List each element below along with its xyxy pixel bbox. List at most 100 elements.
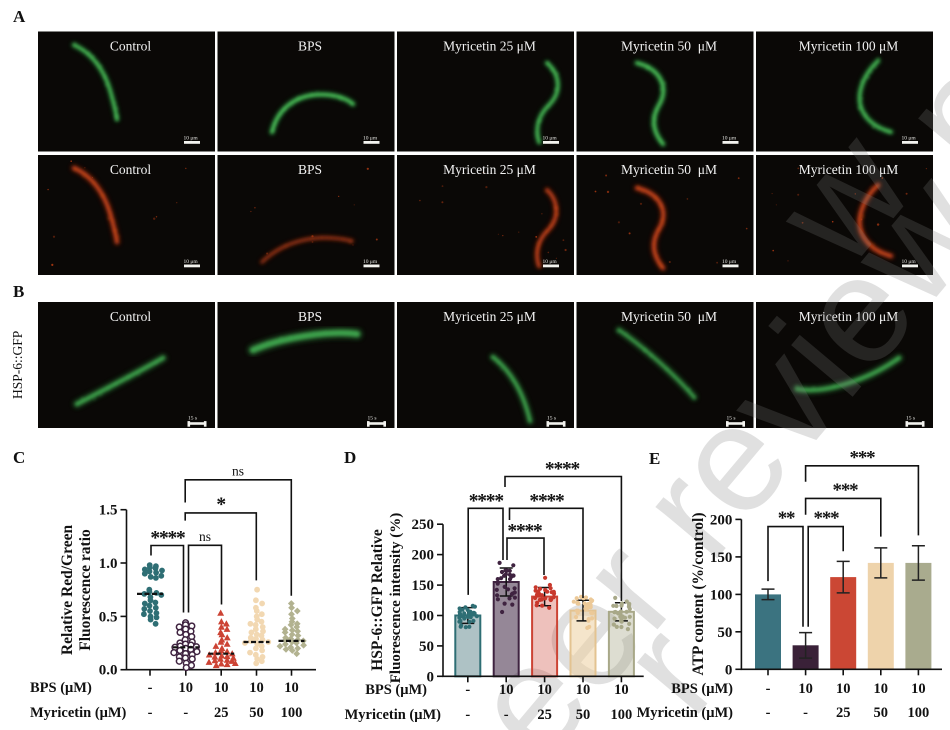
svg-text:50: 50 (576, 707, 591, 723)
svg-text:HSP-6::GFP Relative: HSP-6::GFP Relative (369, 529, 386, 671)
svg-text:Myricetin 50 μM: Myricetin 50 μM (621, 162, 717, 177)
svg-text:10 μm: 10 μm (184, 259, 199, 265)
svg-text:10: 10 (798, 681, 813, 697)
svg-text:100: 100 (281, 705, 303, 721)
svg-text:250: 250 (412, 517, 435, 533)
svg-text:0.0: 0.0 (99, 663, 118, 679)
svg-text:***: *** (814, 508, 840, 529)
svg-text:10: 10 (284, 680, 299, 696)
svg-text:Control: Control (110, 309, 152, 324)
svg-text:10 μm: 10 μm (363, 136, 378, 142)
svg-text:-: - (766, 705, 771, 721)
svg-text:BPS (μM): BPS (μM) (30, 680, 92, 696)
svg-text:***: *** (850, 448, 876, 469)
svg-text:15 s: 15 s (547, 416, 556, 422)
svg-text:-: - (465, 707, 470, 723)
svg-text:ns: ns (232, 464, 244, 479)
svg-text:1.5: 1.5 (99, 503, 118, 519)
svg-text:25: 25 (537, 707, 552, 723)
svg-text:10: 10 (836, 681, 851, 697)
svg-text:***: *** (833, 480, 859, 501)
svg-text:50: 50 (249, 705, 264, 721)
svg-text:0.5: 0.5 (99, 609, 118, 625)
svg-text:BPS: BPS (298, 309, 322, 324)
svg-text:10: 10 (249, 680, 264, 696)
svg-text:****: **** (469, 491, 504, 512)
svg-text:-: - (766, 681, 771, 697)
svg-text:-: - (183, 705, 188, 721)
svg-text:100: 100 (412, 609, 435, 625)
svg-text:10: 10 (499, 682, 514, 698)
svg-text:150: 150 (412, 578, 435, 594)
svg-text:Control: Control (110, 39, 152, 54)
svg-text:200: 200 (412, 548, 435, 564)
svg-text:-: - (504, 707, 509, 723)
svg-text:0: 0 (427, 669, 435, 685)
svg-text:BPS: BPS (298, 39, 322, 54)
svg-text:10: 10 (614, 682, 629, 698)
svg-text:10 μm: 10 μm (363, 259, 378, 265)
svg-text:100: 100 (908, 705, 930, 721)
svg-text:BPS: BPS (298, 162, 322, 177)
svg-text:50: 50 (717, 625, 732, 641)
svg-text:Myricetin 100 μM: Myricetin 100 μM (799, 162, 898, 177)
svg-text:10 μm: 10 μm (543, 136, 558, 142)
svg-text:Control: Control (110, 162, 152, 177)
svg-text:BPS (μM): BPS (μM) (671, 681, 733, 697)
svg-text:10: 10 (874, 681, 889, 697)
svg-text:200: 200 (710, 512, 733, 528)
svg-text:-: - (803, 705, 808, 721)
svg-text:10 μm: 10 μm (184, 136, 199, 142)
svg-text:15 s: 15 s (368, 416, 377, 422)
svg-text:0: 0 (725, 662, 733, 678)
svg-text:10 μm: 10 μm (902, 136, 917, 142)
svg-text:B: B (13, 282, 24, 301)
svg-text:Myricetin (μM): Myricetin (μM) (637, 705, 734, 721)
svg-text:50: 50 (874, 705, 889, 721)
svg-text:100: 100 (710, 587, 733, 603)
svg-text:E: E (649, 449, 660, 468)
svg-text:10: 10 (911, 681, 926, 697)
svg-text:Myricetin 50 μM: Myricetin 50 μM (621, 39, 717, 54)
svg-text:-: - (465, 682, 470, 698)
svg-text:10: 10 (179, 680, 194, 696)
svg-text:Myricetin 25 μM: Myricetin 25 μM (443, 162, 536, 177)
svg-text:25: 25 (836, 705, 851, 721)
svg-text:HSP-6::GFP: HSP-6::GFP (10, 331, 25, 399)
svg-text:15 s: 15 s (727, 416, 736, 422)
svg-text:10 μm: 10 μm (902, 259, 917, 265)
svg-text:Myricetin 100 μM: Myricetin 100 μM (799, 309, 898, 324)
svg-text:10: 10 (537, 682, 552, 698)
svg-text:****: **** (545, 459, 580, 480)
svg-text:BPS (μM): BPS (μM) (365, 682, 427, 698)
svg-text:ns: ns (199, 529, 211, 544)
svg-text:****: **** (507, 521, 542, 542)
svg-text:Relative Red/Green: Relative Red/Green (59, 525, 76, 656)
svg-text:10 μm: 10 μm (722, 136, 737, 142)
svg-text:*: * (216, 495, 225, 516)
svg-text:Fluorescence intensity (%): Fluorescence intensity (%) (388, 513, 404, 684)
svg-text:15 s: 15 s (906, 416, 915, 422)
svg-text:-: - (148, 680, 153, 696)
svg-text:10 μm: 10 μm (722, 259, 737, 265)
svg-text:15 s: 15 s (188, 416, 197, 422)
svg-text:A: A (13, 7, 26, 26)
svg-text:ATP content (%/control): ATP content (%/control) (690, 512, 707, 675)
svg-text:D: D (344, 448, 356, 467)
svg-text:Myricetin (μM): Myricetin (μM) (30, 705, 127, 721)
svg-text:10: 10 (576, 682, 591, 698)
svg-text:****: **** (150, 528, 185, 549)
svg-text:50: 50 (419, 639, 434, 655)
svg-text:Myricetin (μM): Myricetin (μM) (345, 707, 442, 723)
svg-text:Myricetin 100 μM: Myricetin 100 μM (799, 39, 898, 54)
svg-text:Fluorescence ratio: Fluorescence ratio (77, 529, 94, 651)
svg-text:C: C (13, 448, 25, 467)
svg-text:**: ** (778, 508, 795, 529)
svg-text:Myricetin 25 μM: Myricetin 25 μM (443, 39, 536, 54)
svg-text:****: **** (529, 491, 564, 512)
svg-text:-: - (148, 705, 153, 721)
svg-text:1.0: 1.0 (99, 556, 118, 572)
svg-text:10: 10 (214, 680, 229, 696)
svg-text:10 μm: 10 μm (543, 259, 558, 265)
svg-text:Myricetin 25 μM: Myricetin 25 μM (443, 309, 536, 324)
